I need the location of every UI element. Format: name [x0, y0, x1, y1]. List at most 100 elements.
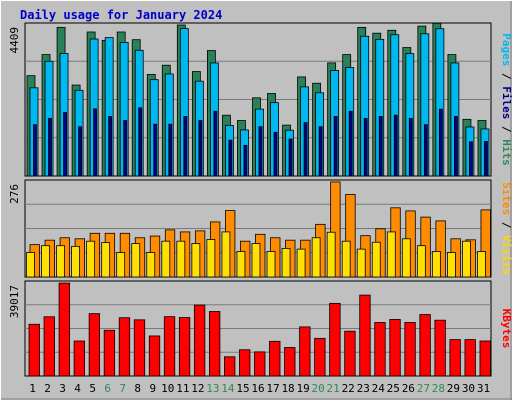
- bar-kbytes-kbytes-24: [374, 322, 386, 377]
- chart-title: Daily usage for January 2024: [20, 8, 222, 22]
- x-tick-label-27: 27: [417, 382, 430, 395]
- x-tick-label-29: 29: [447, 382, 460, 395]
- y-max-label-visits: 276: [8, 184, 21, 204]
- x-tick-label-3: 3: [59, 382, 66, 395]
- x-tick-label-31: 31: [477, 382, 490, 395]
- x-tick-label-26: 26: [402, 382, 415, 395]
- x-tick-label-10: 10: [161, 382, 174, 395]
- axis-title-part: Sites: [500, 182, 512, 215]
- axis-title-part: Files: [500, 86, 512, 119]
- x-tick-label-30: 30: [462, 382, 475, 395]
- bar-hits-pages-10: [168, 123, 173, 177]
- bar-hits-pages-22: [348, 110, 353, 177]
- bar-visits-sites-16: [251, 243, 261, 278]
- bar-kbytes-kbytes-8: [133, 319, 146, 377]
- x-tick-label-11: 11: [176, 382, 189, 395]
- x-tick-label-14: 14: [221, 382, 235, 395]
- bar-visits-sites-21: [326, 231, 336, 278]
- bar-hits-pages-16: [258, 126, 263, 177]
- bar-kbytes-kbytes-4: [73, 340, 85, 377]
- bar-kbytes-kbytes-17: [269, 340, 281, 377]
- bar-hits-pages-27: [423, 124, 428, 177]
- bar-kbytes-kbytes-2: [43, 316, 55, 377]
- bar-hits-pages-1: [33, 124, 37, 177]
- axis-title-kbytes: KBytes: [500, 309, 512, 349]
- bar-visits-sites-9: [146, 252, 156, 278]
- bar-visits-sites-25: [386, 231, 396, 278]
- bar-kbytes-kbytes-11: [178, 317, 191, 377]
- bar-kbytes-kbytes-7: [118, 317, 131, 377]
- bar-kbytes-kbytes-29: [449, 339, 461, 377]
- bar-kbytes-kbytes-15: [239, 349, 251, 377]
- axis-title-part: Pages: [500, 33, 512, 66]
- x-tick-label-24: 24: [372, 382, 386, 395]
- bar-visits-sites-2: [41, 245, 50, 278]
- x-tick-label-4: 4: [74, 382, 81, 395]
- x-axis: 1 2 3 4 5 6 7 8 9 10 11 12 13 14 15 16 17 18 19 20 21 22 23 24 2…: [29, 382, 490, 395]
- bar-hits-pages-11: [183, 116, 188, 177]
- y-max-label-kbytes: 39017: [8, 285, 21, 318]
- bar-hits-pages-18: [288, 138, 293, 177]
- bar-kbytes-kbytes-3: [58, 282, 70, 377]
- axis-title-part: KBytes: [500, 309, 512, 349]
- x-tick-label-17: 17: [266, 382, 279, 395]
- bar-hits-pages-13: [213, 110, 218, 177]
- x-tick-label-1: 1: [29, 382, 36, 395]
- bar-kbytes-kbytes-21: [329, 302, 341, 377]
- bar-kbytes-kbytes-27: [419, 314, 431, 377]
- axis-title-part: /: [500, 119, 512, 139]
- bar-visits-sites-26: [401, 238, 411, 278]
- bar-visits-sites-1: [26, 252, 35, 278]
- bar-kbytes-kbytes-26: [404, 322, 416, 377]
- bar-visits-sites-5: [86, 240, 96, 278]
- bar-kbytes-kbytes-19: [299, 326, 311, 377]
- axis-title-part: Visits: [500, 235, 512, 275]
- bar-visits-sites-31: [477, 251, 486, 278]
- bar-visits-sites-27: [416, 245, 426, 278]
- bar-kbytes-kbytes-28: [434, 319, 446, 377]
- bar-hits-pages-9: [153, 123, 158, 177]
- bar-kbytes-kbytes-12: [193, 304, 206, 377]
- bar-kbytes-kbytes-1: [28, 323, 40, 377]
- bar-visits-sites-18: [281, 248, 291, 278]
- bar-kbytes-kbytes-18: [284, 347, 296, 377]
- bar-hits-pages-31: [484, 141, 488, 177]
- bar-kbytes-kbytes-10: [163, 316, 176, 377]
- panel-kbytes: 39017 KBytes: [8, 280, 512, 377]
- bar-kbytes-kbytes-20: [314, 337, 326, 377]
- bar-kbytes-kbytes-14: [224, 356, 236, 377]
- panels: 4409 Pages / Files / Hits 276 Sites / Visit…: [8, 22, 512, 377]
- bar-hits-pages-19: [303, 122, 308, 177]
- axis-title-visits: Sites / Visits: [500, 182, 512, 275]
- x-tick-label-21: 21: [327, 382, 340, 395]
- bar-hits-pages-17: [273, 131, 278, 177]
- bar-hits-pages-21: [333, 116, 338, 177]
- x-tick-label-9: 9: [149, 382, 156, 395]
- bar-hits-pages-30: [469, 141, 473, 177]
- bar-hits-pages-23: [363, 118, 368, 177]
- x-tick-label-19: 19: [296, 382, 309, 395]
- bar-visits-sites-13: [206, 239, 216, 278]
- bar-kbytes-kbytes-16: [254, 351, 266, 377]
- bar-hits-pages-3: [63, 112, 67, 177]
- bar-kbytes-kbytes-22: [344, 330, 356, 377]
- bar-visits-sites-10: [161, 240, 171, 278]
- panel-hits: 4409 Pages / Files / Hits: [8, 22, 512, 177]
- bar-kbytes-kbytes-5: [88, 313, 101, 377]
- axis-title-part: /: [500, 66, 512, 86]
- bar-hits-pages-20: [318, 126, 323, 177]
- bar-kbytes-kbytes-6: [103, 329, 116, 377]
- bar-visits-sites-30: [462, 240, 471, 278]
- bar-kbytes-kbytes-9: [148, 335, 161, 377]
- bar-hits-pages-25: [393, 114, 398, 177]
- x-tick-label-2: 2: [44, 382, 51, 395]
- bar-visits-sites-6: [101, 242, 111, 278]
- x-tick-label-18: 18: [281, 382, 294, 395]
- bar-hits-pages-4: [78, 126, 82, 177]
- bar-hits-pages-15: [243, 144, 248, 177]
- axis-title-part: Hits: [500, 139, 512, 166]
- bar-visits-sites-24: [371, 241, 381, 278]
- x-tick-label-8: 8: [134, 382, 141, 395]
- x-tick-label-15: 15: [236, 382, 249, 395]
